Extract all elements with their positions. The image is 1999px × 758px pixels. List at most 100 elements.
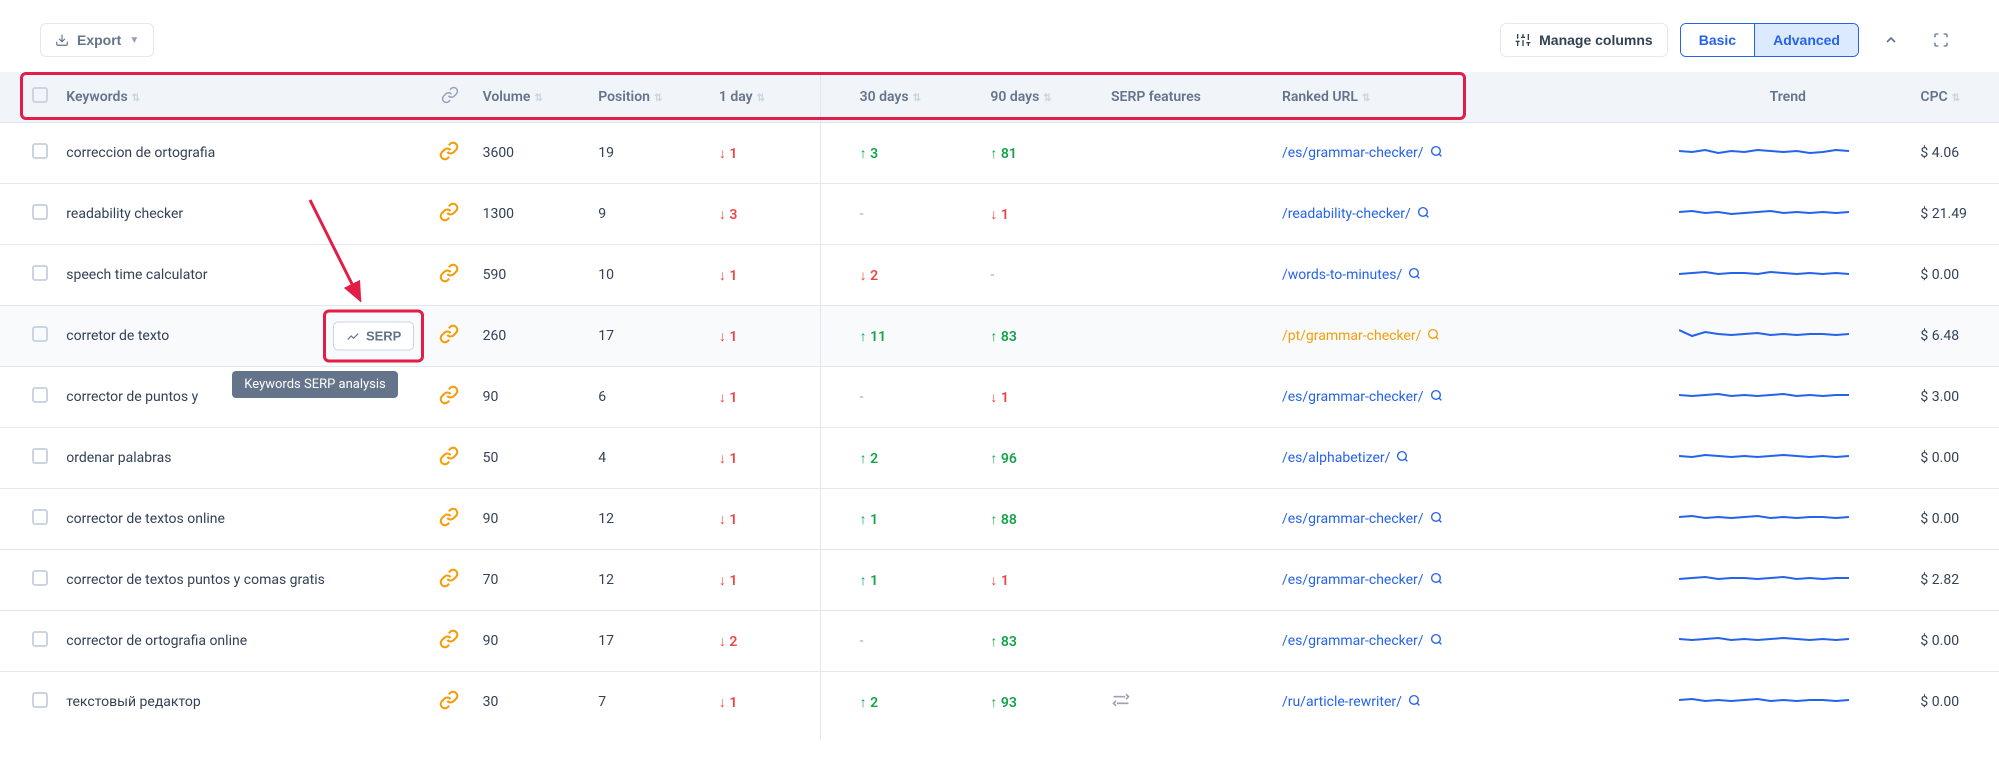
table-row: correccion de ortografia360019↓ 1↑ 3↑ 81…	[0, 123, 1999, 184]
row-checkbox[interactable]	[32, 692, 48, 708]
trend-cell	[1667, 245, 1908, 306]
keyword-text[interactable]: corretor de texto	[66, 327, 169, 346]
basic-tab[interactable]: Basic	[1681, 24, 1754, 56]
link-icon[interactable]	[439, 271, 459, 287]
fullscreen-button[interactable]	[1923, 22, 1959, 58]
row-checkbox[interactable]	[32, 143, 48, 159]
delta-down: ↓ 1	[719, 390, 737, 406]
collapse-button[interactable]	[1873, 22, 1909, 58]
serp-button[interactable]: SERP	[333, 322, 414, 351]
header-volume[interactable]: Volume⇅	[471, 72, 587, 123]
link-icon[interactable]	[439, 698, 459, 714]
magnify-icon[interactable]	[1427, 328, 1440, 344]
magnify-icon[interactable]	[1430, 572, 1443, 588]
keyword-text[interactable]: readability checker	[66, 205, 183, 224]
row-checkbox[interactable]	[32, 326, 48, 342]
volume-cell: 1300	[471, 184, 587, 245]
ranked-url-link[interactable]: /words-to-minutes/	[1282, 267, 1402, 283]
ranked-url-link[interactable]: /ru/article-rewriter/	[1282, 694, 1402, 710]
link-icon[interactable]	[439, 637, 459, 653]
link-icon[interactable]	[439, 454, 459, 470]
ranked-url-link[interactable]: /es/grammar-checker/	[1282, 145, 1424, 161]
ranked-url-link[interactable]: /es/grammar-checker/	[1282, 633, 1424, 649]
magnify-icon[interactable]	[1430, 511, 1443, 527]
table-row: corrector de textos online9012↓ 1↑ 1↑ 88…	[0, 489, 1999, 550]
magnify-icon[interactable]	[1430, 145, 1443, 161]
delta-up: ↑ 83	[990, 329, 1016, 345]
cpc-cell: $ 2.82	[1908, 550, 1999, 611]
table-row: corretor de textoSERP26017↓ 1↑ 11↑ 83/pt…	[0, 306, 1999, 367]
delta-1day-cell: ↓ 1	[707, 123, 848, 184]
header-90days[interactable]: 90 days⇅	[978, 72, 1099, 123]
select-all-checkbox[interactable]	[32, 87, 48, 103]
position-cell: 17	[586, 306, 707, 367]
export-button[interactable]: Export ▼	[40, 23, 154, 57]
row-checkbox[interactable]	[32, 387, 48, 403]
table-row: corrector de textos puntos y comas grati…	[0, 550, 1999, 611]
table-header: Keywords⇅ Volume⇅ Position⇅ 1 day⇅ 30 da…	[0, 72, 1999, 123]
row-checkbox[interactable]	[32, 509, 48, 525]
keyword-text[interactable]: speech time calculator	[66, 266, 207, 285]
maximize-icon	[1933, 32, 1949, 48]
keyword-text[interactable]: corrector de puntos y	[66, 388, 198, 407]
keyword-text[interactable]: текстовый редактор	[66, 693, 200, 712]
keyword-text[interactable]: correccion de ortografia	[66, 144, 215, 163]
link-icon[interactable]	[439, 210, 459, 226]
delta-30days-cell: ↑ 3	[848, 123, 979, 184]
advanced-tab[interactable]: Advanced	[1754, 24, 1858, 56]
ranked-url-link[interactable]: /pt/grammar-checker/	[1282, 328, 1421, 344]
ranked-url-link[interactable]: /es/alphabetizer/	[1282, 450, 1390, 466]
magnify-icon[interactable]	[1408, 267, 1421, 283]
ranked-url-link[interactable]: /readability-checker/	[1282, 206, 1411, 222]
row-checkbox[interactable]	[32, 265, 48, 281]
magnify-icon[interactable]	[1430, 633, 1443, 649]
magnify-icon[interactable]	[1408, 694, 1421, 710]
table-row: corrector de puntos yKeywords SERP analy…	[0, 367, 1999, 428]
position-cell: 17	[586, 611, 707, 672]
header-link-icon	[426, 72, 470, 123]
keyword-text[interactable]: corrector de textos puntos y comas grati…	[66, 571, 325, 590]
delta-1day-cell: ↓ 1	[707, 489, 848, 550]
keyword-text[interactable]: corrector de textos online	[66, 510, 225, 529]
volume-cell: 260	[471, 306, 587, 367]
link-icon[interactable]	[439, 149, 459, 165]
header-cpc[interactable]: CPC⇅	[1908, 72, 1999, 123]
row-checkbox[interactable]	[32, 204, 48, 220]
row-checkbox[interactable]	[32, 570, 48, 586]
keyword-text[interactable]: ordenar palabras	[66, 449, 171, 468]
magnify-icon[interactable]	[1396, 450, 1409, 466]
ranked-url-link[interactable]: /es/grammar-checker/	[1282, 389, 1424, 405]
delta-90days-cell: -	[978, 245, 1099, 306]
header-serp-features[interactable]: SERP features	[1099, 72, 1270, 123]
link-icon[interactable]	[439, 393, 459, 409]
delta-90days-cell: ↑ 96	[978, 428, 1099, 489]
table-row: speech time calculator59010↓ 1↓ 2-/words…	[0, 245, 1999, 306]
delta-down: ↓ 1	[719, 573, 737, 589]
manage-columns-button[interactable]: Manage columns	[1500, 23, 1668, 57]
delta-90days-cell: ↑ 88	[978, 489, 1099, 550]
link-icon[interactable]	[439, 576, 459, 592]
serp-feature-icon[interactable]	[1111, 698, 1131, 714]
header-30days[interactable]: 30 days⇅	[848, 72, 979, 123]
keyword-text[interactable]: corrector de ortografia online	[66, 632, 247, 651]
delta-90days-cell: ↑ 83	[978, 611, 1099, 672]
row-checkbox[interactable]	[32, 631, 48, 647]
delta-30days-cell: ↑ 2	[848, 428, 979, 489]
magnify-icon[interactable]	[1430, 389, 1443, 405]
delta-up: ↑ 88	[990, 512, 1016, 528]
header-position[interactable]: Position⇅	[586, 72, 707, 123]
row-checkbox[interactable]	[32, 448, 48, 464]
ranked-url-link[interactable]: /es/grammar-checker/	[1282, 511, 1424, 527]
trend-sparkline	[1679, 381, 1849, 409]
chevron-down-icon: ▼	[129, 35, 139, 46]
link-icon[interactable]	[439, 515, 459, 531]
header-ranked-url[interactable]: Ranked URL⇅	[1270, 72, 1667, 123]
header-1day[interactable]: 1 day⇅	[707, 72, 848, 123]
link-icon[interactable]	[439, 332, 459, 348]
delta-30days-cell: ↑ 2	[848, 672, 979, 733]
magnify-icon[interactable]	[1417, 206, 1430, 222]
header-keywords[interactable]: Keywords⇅	[54, 72, 426, 123]
volume-cell: 590	[471, 245, 587, 306]
delta-down: ↓ 1	[990, 573, 1008, 589]
ranked-url-link[interactable]: /es/grammar-checker/	[1282, 572, 1424, 588]
